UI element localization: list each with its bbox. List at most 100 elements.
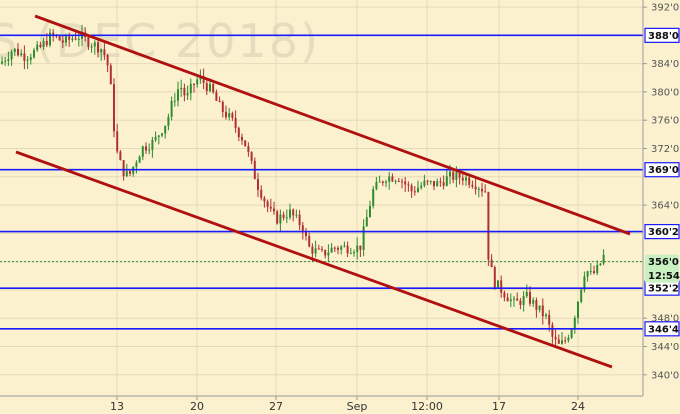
candle-body xyxy=(525,291,528,297)
candle-body xyxy=(273,208,275,212)
candle-body xyxy=(215,92,218,101)
candle-body xyxy=(42,40,45,47)
level-badge-label: 346'4 xyxy=(648,324,679,335)
candle-body xyxy=(61,40,64,43)
candle-body xyxy=(324,249,327,256)
candle-body xyxy=(522,296,525,305)
candle-body xyxy=(529,291,531,304)
candle-body xyxy=(317,248,320,250)
current-price-label: 356'0 xyxy=(648,257,679,268)
current-price-badge xyxy=(645,254,679,269)
candle-body xyxy=(564,340,567,342)
candle-body xyxy=(113,84,115,132)
candle-body xyxy=(183,87,186,96)
candle-body xyxy=(145,146,147,151)
candle-body xyxy=(407,184,410,186)
candle-body xyxy=(266,201,269,207)
candle-body xyxy=(311,246,314,254)
candle-body xyxy=(247,146,250,153)
candle-body xyxy=(157,135,160,137)
candle-body xyxy=(109,65,112,85)
candle-body xyxy=(445,176,448,186)
candle-body xyxy=(458,172,461,178)
candle-body xyxy=(346,245,349,254)
candle-body xyxy=(305,232,307,237)
candle-body xyxy=(138,156,141,163)
candle-body xyxy=(257,179,259,190)
candle-body xyxy=(154,136,157,140)
y-tick-label: 348'0 xyxy=(651,314,679,325)
level-badge xyxy=(644,27,680,43)
candle-body xyxy=(420,185,423,188)
candle-body xyxy=(125,171,128,177)
candle-body xyxy=(545,314,547,317)
candle-body xyxy=(321,248,323,250)
candle-body xyxy=(465,177,467,181)
candle-body xyxy=(362,226,365,250)
level-badge-label: 352'2 xyxy=(648,284,679,295)
candle-body xyxy=(151,139,154,150)
candle-body xyxy=(471,184,474,187)
candle-body xyxy=(490,259,493,268)
candle-body xyxy=(87,36,90,47)
candle-body xyxy=(548,314,551,325)
candle-body xyxy=(369,206,371,218)
candle-body xyxy=(26,59,29,61)
candle-body xyxy=(573,317,576,330)
candle-body xyxy=(551,324,554,337)
y-tick-label: 372'0 xyxy=(651,144,679,155)
candle-body xyxy=(122,160,125,177)
candle-body xyxy=(10,51,13,60)
candle-body xyxy=(388,176,391,182)
candle-body xyxy=(500,280,503,293)
candle-body xyxy=(90,46,93,48)
candle-body xyxy=(212,83,215,93)
candle-body xyxy=(327,252,330,256)
candle-body xyxy=(340,246,343,250)
candle-body xyxy=(39,44,42,47)
candle-body xyxy=(225,111,227,118)
candle-body xyxy=(103,49,106,56)
candle-body xyxy=(538,305,541,310)
candle-body xyxy=(391,176,394,182)
candle-body xyxy=(17,48,19,56)
level-badge-label: 369'0 xyxy=(648,165,679,176)
candle-body xyxy=(497,280,499,288)
candle-body xyxy=(177,89,179,101)
candle-body xyxy=(23,53,26,61)
candle-body xyxy=(330,247,333,253)
candle-body xyxy=(433,180,435,187)
candle-body xyxy=(205,83,208,92)
candle-body xyxy=(519,300,522,305)
candle-body xyxy=(353,252,355,254)
x-tick-label: 17 xyxy=(492,400,506,413)
y-tick-label: 340'0 xyxy=(651,370,679,381)
candle-body xyxy=(583,276,586,290)
candle-body xyxy=(279,214,282,224)
y-tick-label: 392'0 xyxy=(651,3,679,14)
x-tick-label: 12:00 xyxy=(411,400,443,413)
candle-body xyxy=(567,337,570,341)
candle-body xyxy=(52,32,55,36)
y-tick-label: 376'0 xyxy=(651,116,679,127)
candle-body xyxy=(593,271,595,274)
candle-body xyxy=(4,60,7,62)
candle-body xyxy=(1,61,3,64)
candle-body xyxy=(301,225,304,233)
candle-body xyxy=(439,181,442,183)
candle-body xyxy=(263,197,266,202)
candle-body xyxy=(599,263,602,265)
candle-body xyxy=(250,152,253,161)
channel-line-lower xyxy=(15,150,613,369)
x-tick-label: 13 xyxy=(110,400,124,413)
candle-body xyxy=(481,188,483,192)
candle-body xyxy=(484,191,487,193)
candle-body xyxy=(586,271,589,277)
candle-body xyxy=(276,211,279,224)
candle-body xyxy=(596,264,599,274)
level-badge xyxy=(644,223,680,240)
candle-body xyxy=(356,245,359,253)
candle-body xyxy=(359,245,362,250)
